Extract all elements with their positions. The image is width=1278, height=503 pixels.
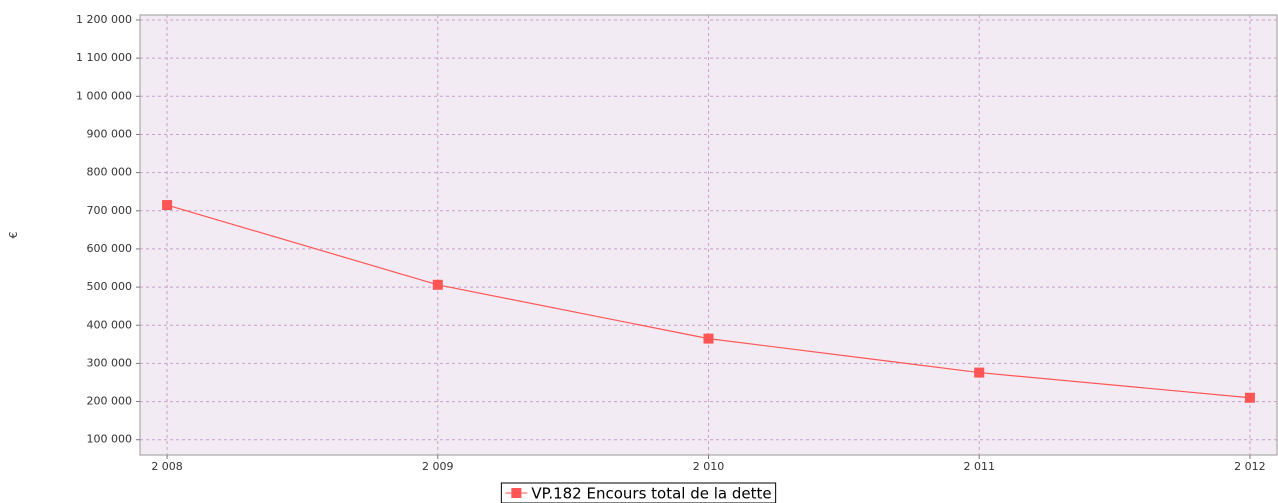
y-tick-label: 700 000 <box>87 204 133 217</box>
x-tick-label: 2 009 <box>422 460 454 473</box>
y-tick-label: 500 000 <box>87 280 133 293</box>
y-tick-label: 1 100 000 <box>76 51 132 64</box>
x-tick-label: 2 012 <box>1234 460 1266 473</box>
point-marker <box>703 333 714 344</box>
legend-marker <box>511 488 522 498</box>
y-tick-label: 200 000 <box>87 395 133 408</box>
y-tick-label: 800 000 <box>87 166 133 179</box>
y-tick-label: 600 000 <box>87 242 133 255</box>
x-tick-label: 2 011 <box>963 460 995 473</box>
point-marker <box>1244 392 1255 403</box>
point-marker <box>432 279 443 290</box>
y-tick-label: 400 000 <box>87 318 133 331</box>
point-marker <box>162 200 173 211</box>
y-tick-label: 300 000 <box>87 356 133 369</box>
legend-box <box>500 482 777 503</box>
legend-label: VP.182 Encours total de la dette <box>531 485 771 503</box>
x-tick-label: 2 008 <box>151 460 183 473</box>
y-tick-label: 1 200 000 <box>76 13 132 26</box>
y-tick-label: 100 000 <box>87 433 133 446</box>
y-tick-label: 900 000 <box>87 127 133 140</box>
y-axis-label: € <box>7 232 20 239</box>
y-tick-label: 1 000 000 <box>76 89 132 102</box>
point-marker <box>974 367 985 378</box>
legend: VP.182 Encours total de la dette <box>500 482 777 503</box>
x-tick-label: 2 010 <box>693 460 725 473</box>
